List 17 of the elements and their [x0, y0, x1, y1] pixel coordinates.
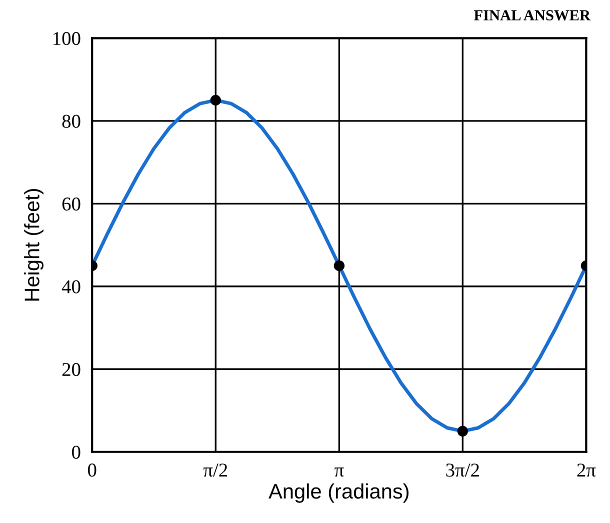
- x-tick-label: 2π: [577, 464, 596, 477]
- point: [334, 260, 345, 272]
- point: [210, 94, 222, 106]
- x-tick-label: π: [334, 468, 344, 477]
- x-tick-label: π/2: [203, 464, 228, 477]
- y-axis-title: Height (feet): [24, 188, 44, 301]
- x-tick-label: 3π/2: [446, 464, 479, 477]
- text: FINAL ANSWER: [474, 10, 591, 21]
- y-tick-label: 80: [62, 114, 80, 128]
- y-tick-label: 60: [62, 197, 80, 211]
- y-tick-label: 0: [72, 446, 80, 459]
- point: [457, 426, 468, 437]
- y-tick-label: 20: [62, 362, 80, 376]
- x-tick-label: 0: [88, 464, 96, 477]
- x-axis-title: Angle (radians): [268, 483, 409, 503]
- y-tick-label: 100: [54, 32, 80, 46]
- y-tick-label: 40: [62, 280, 80, 294]
